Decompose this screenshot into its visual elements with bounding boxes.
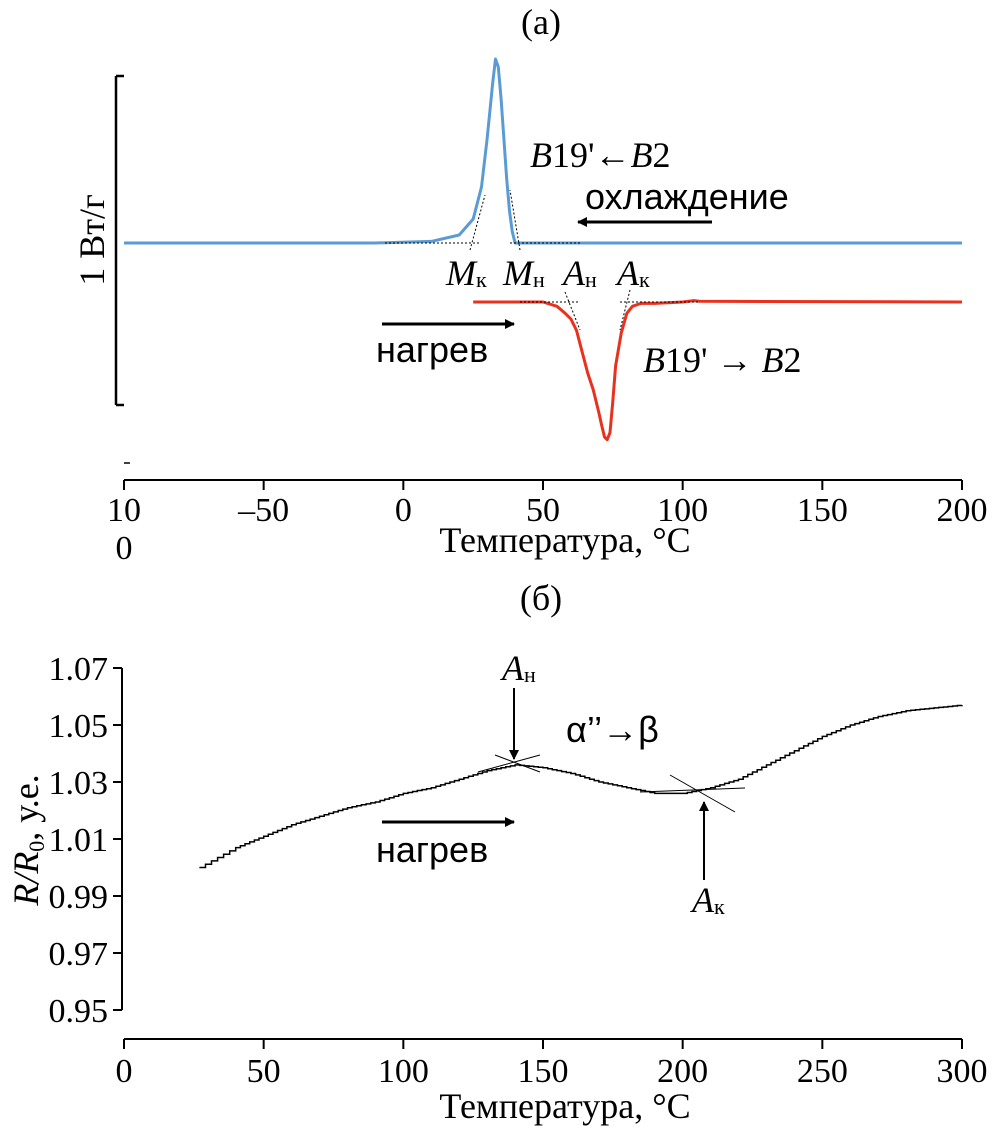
panel-b-x-tick-label: 200	[657, 1053, 708, 1090]
panel-a-tangent-lines	[385, 189, 700, 331]
panel-b-y-tick-label: 1.03	[49, 765, 109, 802]
panel-b-y-tick-label: 1.05	[49, 708, 109, 745]
panel-a-label: (a)	[521, 2, 561, 42]
panel-a: (a) 1 Вт/г 10 0 –50 0 50 100 150 200 Температур…	[72, 2, 988, 567]
resistance-curve	[199, 704, 963, 869]
panel-b-x-axis-label: Температура, °C	[439, 1086, 690, 1126]
marker-An: Aн	[561, 253, 597, 293]
panel-b-y-tick-label: 0.97	[49, 936, 109, 973]
panel-b-y-tick-label: 1.01	[49, 822, 109, 859]
panel-b-x-tick-label: 50	[247, 1053, 281, 1090]
panel-a-y-axis-label: 1 Вт/г	[72, 194, 112, 286]
panel-b: (б) 0.95 0.97 0.99 1.01 1.03 1.05 1.07 0 50 100 1…	[6, 578, 988, 1126]
panel-b-label: (б)	[520, 578, 562, 618]
heating-curve	[473, 299, 963, 442]
panel-a-x-tick-label: 50	[526, 492, 560, 529]
marker-Ak: Aк	[615, 253, 650, 293]
cooling-curve	[124, 57, 962, 245]
panel-a-x-ticks: 10 0 –50 0 50 100 150 200	[107, 480, 988, 567]
panel-b-marker-Ak: Aк	[690, 880, 725, 920]
panel-b-y-tick-label: 0.95	[49, 993, 109, 1030]
scale-bar	[114, 74, 124, 407]
panel-b-y-tick-label: 1.07	[49, 651, 109, 688]
panel-b-x-tick-label: 300	[937, 1053, 988, 1090]
panel-b-heating-label: нагрев	[376, 829, 488, 870]
panel-b-y-axis-label: R/R0, у.е.	[6, 774, 49, 906]
marker-Mn: Mн	[502, 253, 545, 293]
marker-Mk: Mк	[445, 253, 487, 293]
panel-b-y-ticks: 0.95 0.97 0.99 1.01 1.03 1.05 1.07	[49, 651, 122, 1030]
panel-a-x-tick-label: –50	[237, 492, 289, 529]
panel-b-tangent-lines	[477, 754, 746, 813]
panel-a-heating-label: нагрев	[376, 329, 488, 370]
panel-a-x-tick-label: 200	[937, 492, 988, 529]
panel-b-x-tick-label: 250	[797, 1053, 848, 1090]
panel-a-x-tick-label: 100	[657, 492, 708, 529]
heating-transformation-label: B19' → B2	[643, 340, 802, 380]
panel-b-marker-An: Aн	[500, 648, 536, 688]
panel-b-y-tick-label: 0.99	[49, 879, 109, 916]
panel-b-x-tick-label: 0	[116, 1053, 133, 1090]
panel-a-x-tick-label: 0	[395, 492, 412, 529]
panel-b-transformation-label: α’’→β	[566, 709, 659, 750]
cooling-label: охлаждение	[585, 176, 789, 217]
panel-b-x-ticks: 0 50 100 150 200 250 300	[116, 1039, 988, 1090]
panel-b-x-tick-label: 150	[518, 1053, 569, 1090]
cooling-transformation-label: B19'←B2	[530, 135, 671, 175]
panel-a-x-tick-label: 150	[797, 492, 848, 529]
panel-a-x-axis-label: Температура, °C	[439, 520, 690, 560]
panel-b-x-tick-label: 100	[378, 1053, 429, 1090]
